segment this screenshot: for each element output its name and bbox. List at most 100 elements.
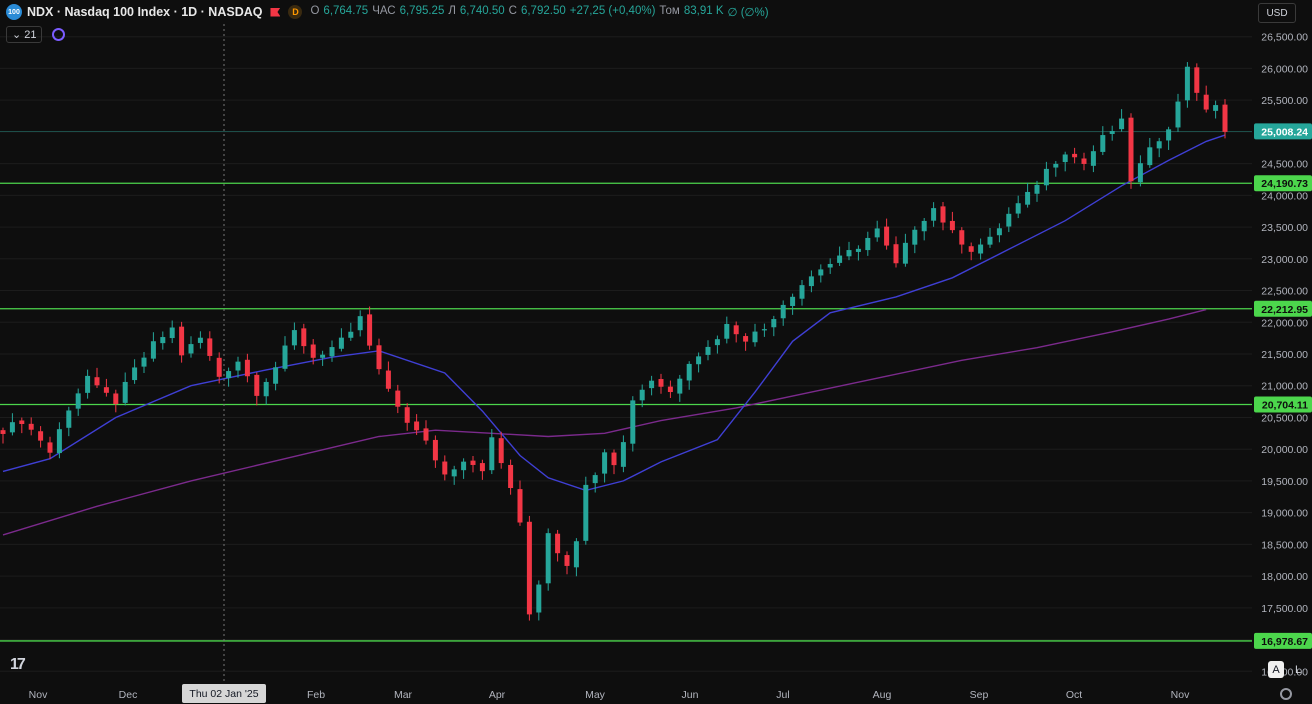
candle-body [846, 250, 852, 257]
candle-body [479, 463, 485, 472]
level-price-tag-bg [1254, 632, 1312, 649]
candle-body [461, 461, 467, 471]
chart-legend: 100 NDX · Nasdaq 100 Index · 1D · NASDAQ… [6, 3, 769, 21]
candle-body [357, 316, 363, 331]
candle-body [150, 341, 156, 359]
close-value: 6,792.50 [520, 5, 566, 17]
candle-body [1184, 66, 1190, 101]
candle-body [658, 379, 664, 387]
candle-body [385, 370, 391, 389]
candle-body [1081, 158, 1087, 164]
candle-body [1203, 94, 1209, 110]
last-price-tag: 25,008.24 [1261, 126, 1308, 138]
candle-body [893, 244, 899, 264]
candle-body [837, 255, 843, 263]
gear-icon[interactable] [1280, 688, 1292, 700]
candle-body [752, 331, 758, 343]
volume-label: Том [659, 5, 680, 17]
price-tick-label: 26,000.00 [1261, 63, 1308, 75]
level-price-tag-bg [1254, 175, 1312, 192]
level-price-tag: 24,190.73 [1261, 178, 1308, 190]
candle-body [1006, 213, 1012, 227]
candle-body [602, 452, 608, 474]
candle-body [56, 429, 62, 454]
candle-body [1119, 118, 1125, 130]
candle-body [470, 460, 476, 465]
candle-body [1090, 151, 1096, 166]
log-scale-button[interactable]: L [1294, 663, 1302, 676]
candle-body [799, 285, 805, 299]
candle-body [1213, 105, 1219, 111]
price-tick-label: 20,500.00 [1261, 412, 1308, 424]
candle-body [169, 327, 175, 339]
candle-body [47, 442, 53, 453]
candle-body [19, 420, 25, 425]
candle-body [9, 422, 15, 433]
time-tick-label: Dec [119, 689, 138, 701]
candle-body [780, 304, 786, 319]
candle-body [207, 338, 213, 356]
close-label: C [508, 5, 517, 17]
candle-body [423, 428, 429, 441]
price-tick-label: 24,000.00 [1261, 190, 1308, 202]
candle-body [1100, 135, 1106, 152]
currency-selector[interactable]: USD [1258, 3, 1296, 23]
price-tick-label: 24,500.00 [1261, 159, 1308, 171]
candle-body [940, 206, 946, 223]
time-tick-label: Apr [489, 689, 506, 701]
candle-body [827, 263, 833, 268]
candle-body [442, 461, 448, 475]
candle-body [733, 325, 739, 335]
candle-body [282, 345, 288, 369]
candle-body [94, 377, 100, 386]
candle-body [921, 220, 927, 232]
time-tick-label: Sep [970, 689, 989, 701]
candle-body [310, 344, 316, 358]
tradingview-logo-icon[interactable]: 17 [10, 656, 26, 673]
candle-body [226, 371, 232, 379]
auto-scale-button[interactable]: A [1268, 661, 1284, 678]
candle-body [244, 359, 250, 377]
candle-body [555, 533, 561, 554]
candle-body [573, 541, 579, 568]
moving-average-fast-line [2, 134, 1226, 492]
candle-body [1194, 67, 1200, 93]
candle-body [968, 246, 974, 252]
price-tick-label: 26,500.00 [1261, 32, 1308, 44]
candle-body [75, 393, 81, 409]
candle-body [677, 378, 683, 394]
open-label: O [310, 5, 320, 17]
candle-body [1015, 203, 1021, 214]
candle-body [874, 228, 880, 238]
candle-body [808, 276, 814, 287]
candle-body [686, 363, 692, 381]
candle-body [884, 226, 890, 246]
candle-body [630, 400, 636, 444]
candle-body [649, 380, 655, 389]
time-tick-label: Jul [776, 689, 789, 701]
candle-body [959, 230, 965, 245]
flag-icon[interactable] [270, 7, 281, 17]
indicator-settings-icon[interactable] [52, 28, 66, 41]
price-tick-label: 21,500.00 [1261, 349, 1308, 361]
candle-body [235, 361, 241, 371]
candle-body [611, 452, 617, 466]
candle-body [1043, 168, 1049, 186]
candle-body [1034, 184, 1040, 194]
candle-body [705, 346, 711, 355]
low-value: 6,740.50 [459, 5, 505, 17]
candle-body [1053, 163, 1059, 168]
price-tick-label: 19,500.00 [1261, 476, 1308, 488]
time-tick-label: Mar [394, 689, 413, 701]
candle-body [517, 489, 523, 523]
level-price-tag-bg [1254, 300, 1312, 317]
data-source-icon[interactable]: D [288, 5, 303, 19]
indicators-toggle-button[interactable]: ⌄ 21 [6, 26, 43, 43]
candle-body [931, 208, 937, 221]
candle-body [1137, 163, 1143, 183]
symbol-title[interactable]: NDX · Nasdaq 100 Index · 1D · NASDAQ [27, 5, 263, 19]
price-tick-label: 18,500.00 [1261, 539, 1308, 551]
candle-body [620, 442, 626, 467]
time-tick-label: May [585, 689, 606, 701]
